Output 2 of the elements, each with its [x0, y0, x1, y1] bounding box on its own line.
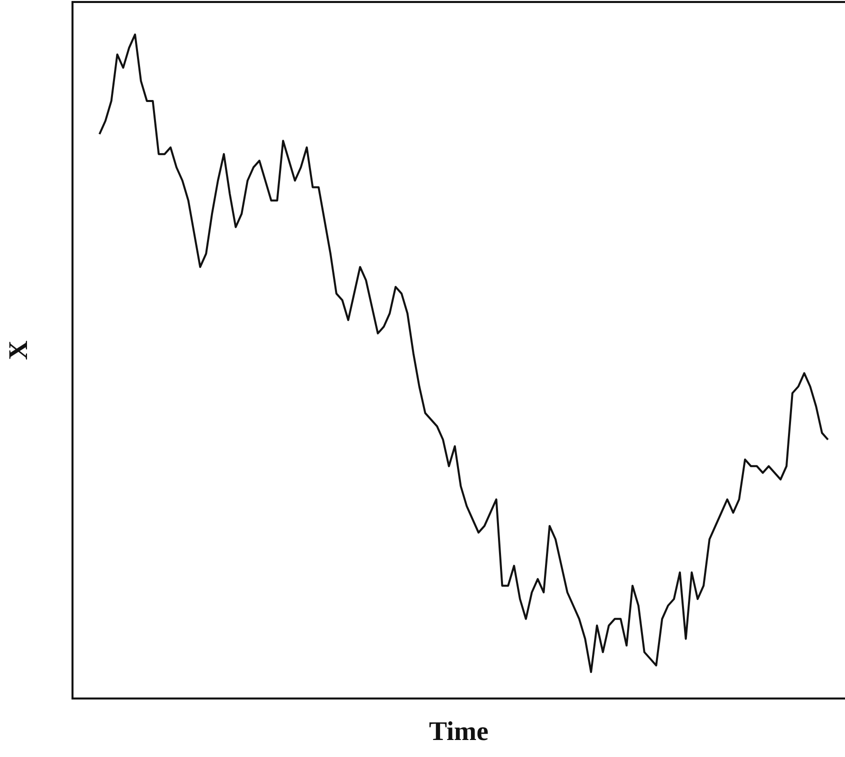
y-axis-title: X	[3, 340, 34, 360]
x-axis-title: Time	[428, 716, 488, 746]
